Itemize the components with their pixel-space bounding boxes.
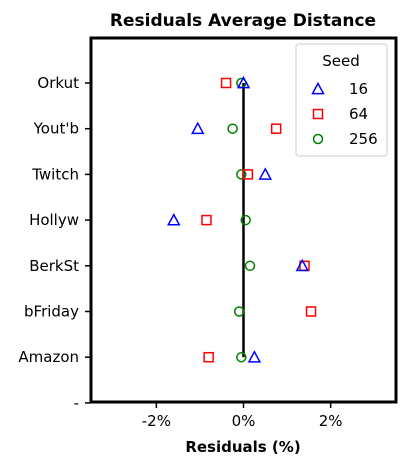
data-point-seed-256 xyxy=(236,169,247,180)
plot-area: -2% 0% 2% Orkut Yout'b Twitch Hollyw BerkSt bFri… xyxy=(18,74,342,430)
legend-marker-seed-256 xyxy=(312,133,324,145)
legend-marker-seed-16 xyxy=(311,81,325,95)
data-point-seed-16 xyxy=(258,167,273,180)
chart-title: Residuals Average Distance xyxy=(110,11,376,31)
data-point-seed-256 xyxy=(236,351,247,363)
legend-marker-seed-64 xyxy=(312,108,324,120)
axes-frame xyxy=(89,36,398,404)
legend-label: 64 xyxy=(349,105,368,123)
data-point-seed-64 xyxy=(270,123,282,134)
legend-label: 256 xyxy=(349,130,378,148)
data-point-seed-64 xyxy=(220,77,232,89)
data-point-seed-16 xyxy=(295,258,310,272)
y-tick-label: BerkSt xyxy=(29,257,79,275)
data-point-seed-16 xyxy=(236,75,251,89)
data-point-seed-16 xyxy=(167,213,181,226)
legend-box xyxy=(295,43,388,157)
data-point-seed-16 xyxy=(190,121,205,135)
y-tick-label-extra: - xyxy=(74,394,79,412)
data-point-seed-64 xyxy=(305,306,317,317)
x-tick-label: 0% xyxy=(232,412,256,430)
x-axis-label: Residuals (%) xyxy=(185,438,300,456)
y-tick-label: Yout'b xyxy=(33,120,79,138)
data-point-seed-16 xyxy=(247,350,262,363)
legend-label: 16 xyxy=(349,80,368,98)
y-tick-label: Twitch xyxy=(31,165,79,183)
x-tick-label: -2% xyxy=(142,412,171,430)
data-point-seed-256 xyxy=(240,214,251,226)
data-point-seed-256 xyxy=(233,306,245,317)
data-point-seed-256 xyxy=(244,260,256,272)
data-point-seed-64 xyxy=(201,214,212,226)
x-tick-label: 2% xyxy=(319,412,343,430)
data-point-seed-256 xyxy=(227,123,238,134)
y-tick-label: bFriday xyxy=(24,303,79,321)
y-tick-label: Amazon xyxy=(18,348,79,366)
data-point-seed-64 xyxy=(242,169,254,180)
legend-title: Seed xyxy=(322,52,360,70)
y-tick-label: Hollyw xyxy=(29,211,79,229)
y-tick-label: Orkut xyxy=(37,74,79,92)
legend: Seed 16 64 256 xyxy=(295,43,388,157)
data-point-seed-64 xyxy=(203,351,214,363)
